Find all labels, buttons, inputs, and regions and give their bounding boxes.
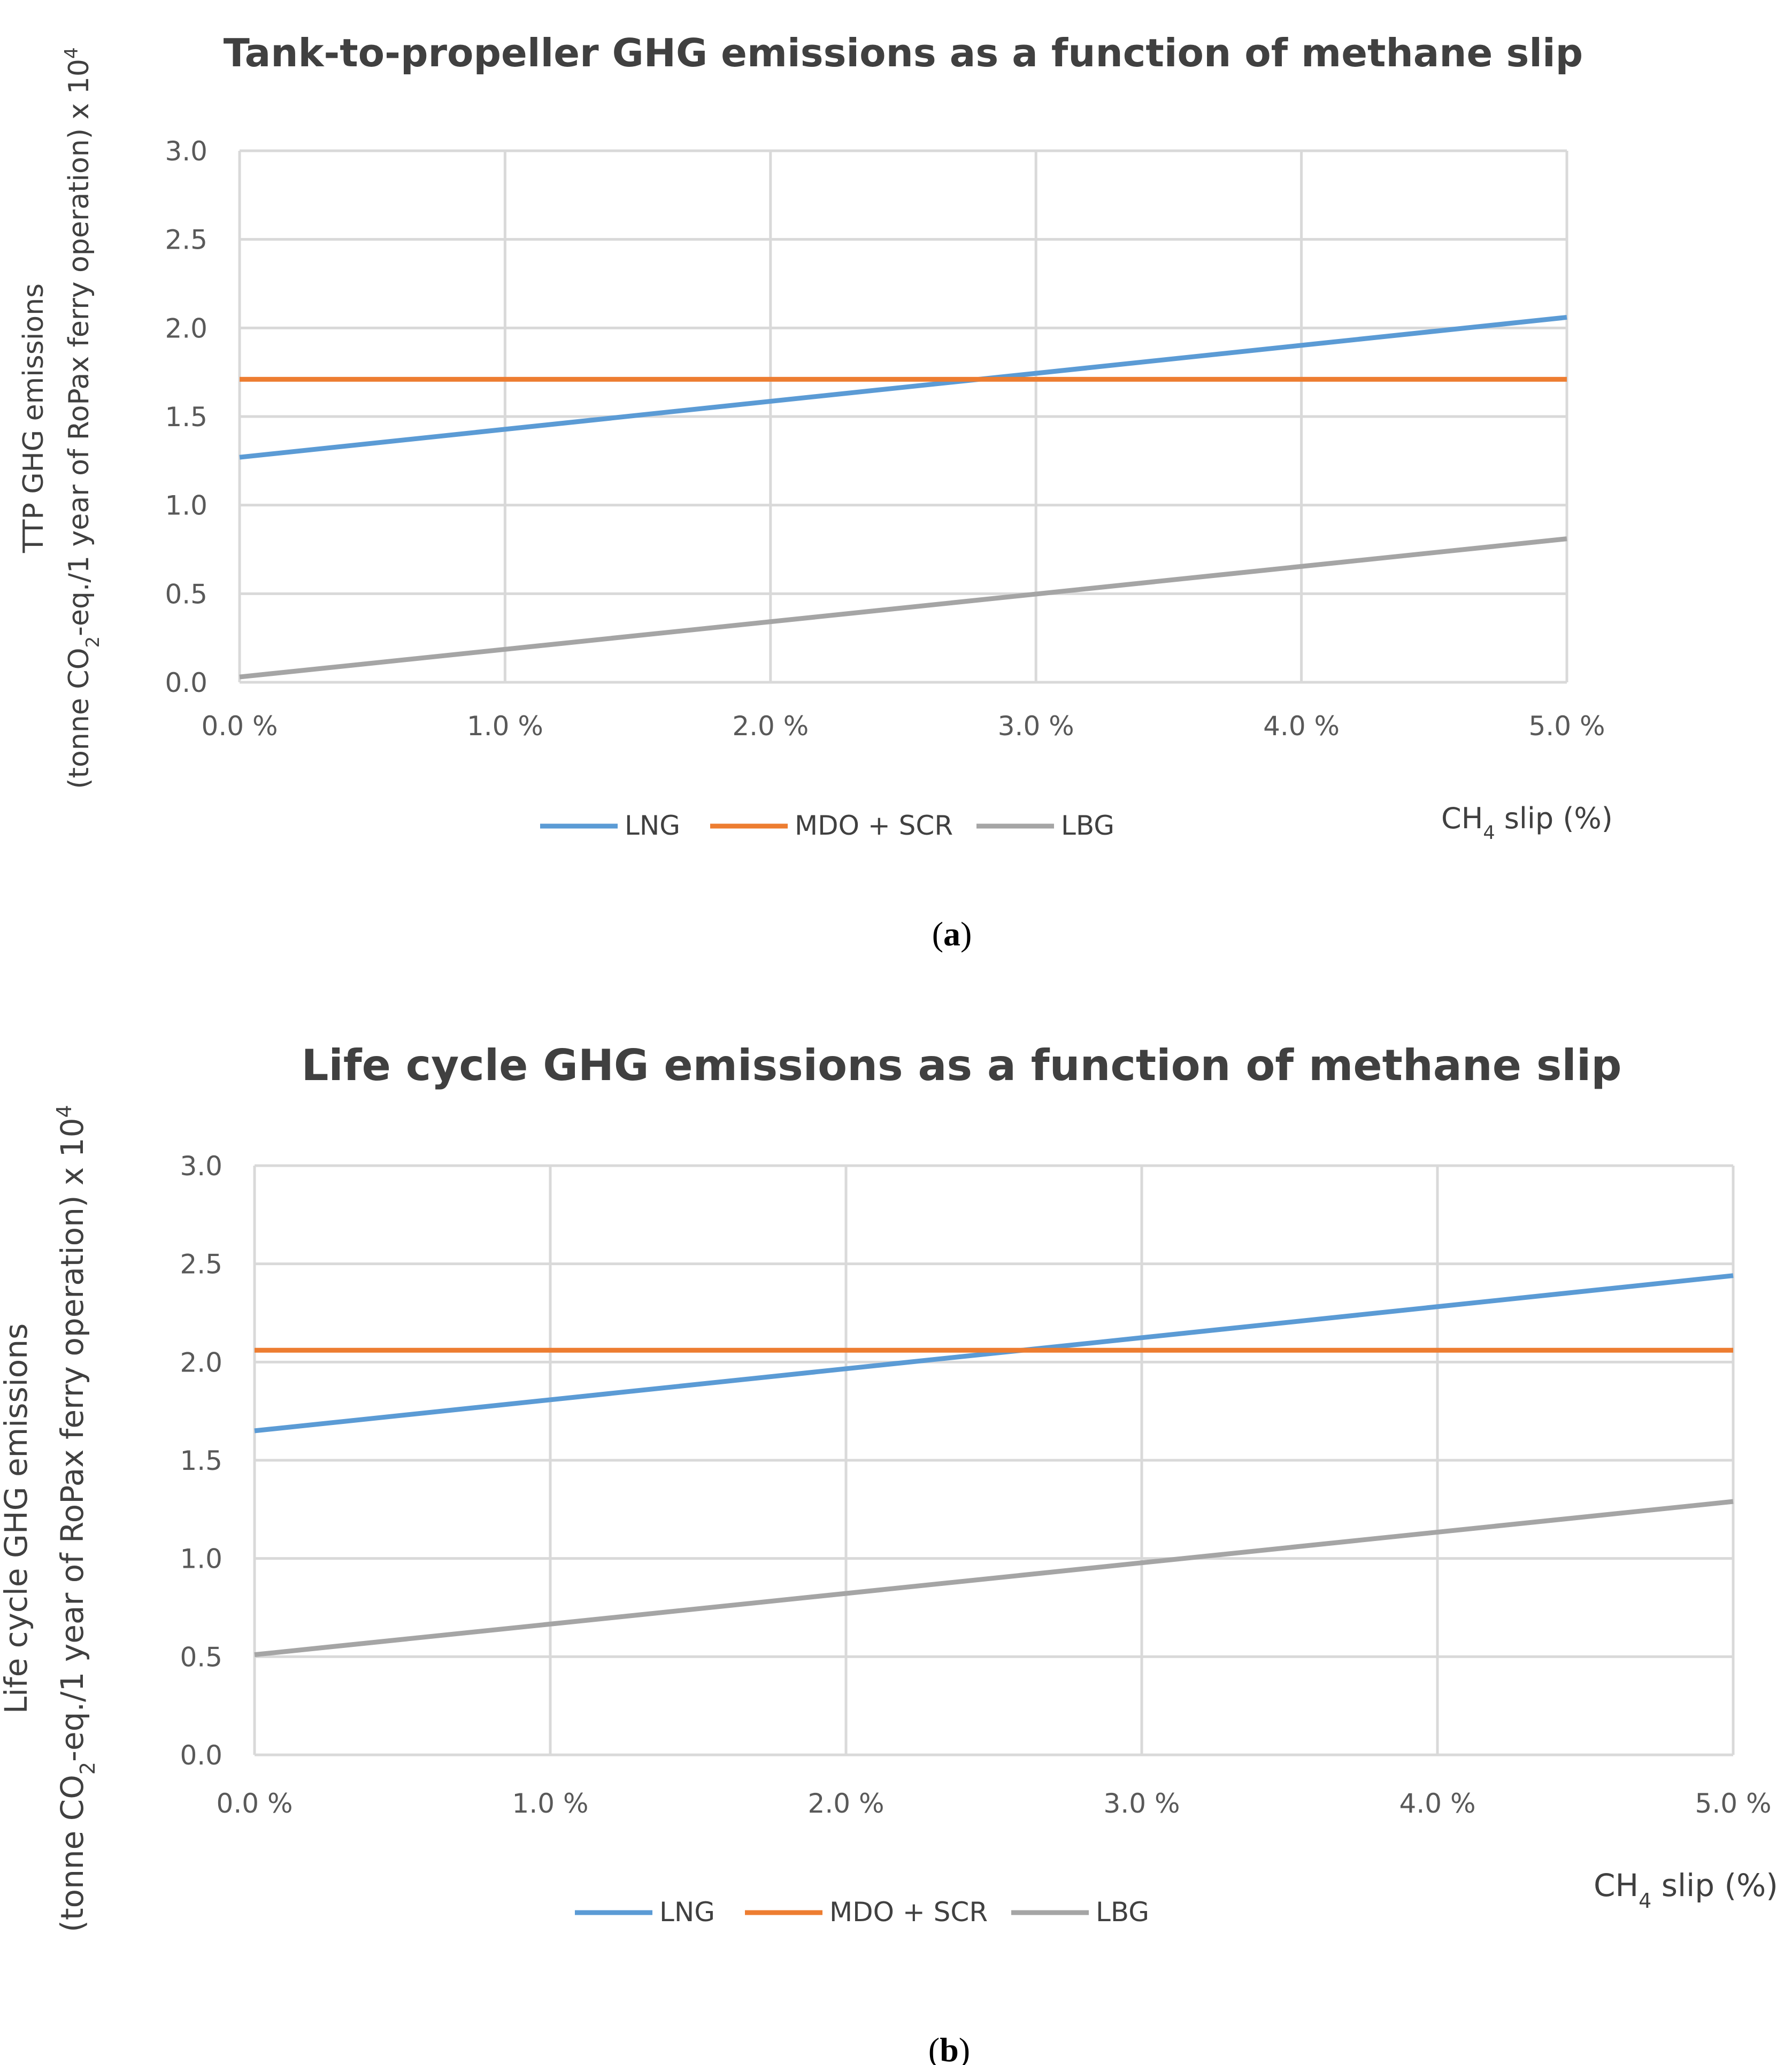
x-tick-label: 5.0 % xyxy=(1529,711,1605,742)
panel-caption: (a) xyxy=(932,915,972,953)
y-tick-label: 3.0 xyxy=(165,136,207,167)
legend-label: LNG xyxy=(659,1897,715,1928)
x-tick-label: 2.0 % xyxy=(732,711,809,742)
caption-paren: ) xyxy=(959,2031,970,2065)
y-tick-label: 1.0 xyxy=(180,1544,222,1575)
y-tick-label: 0.5 xyxy=(180,1642,222,1673)
y-axis-label-line2: (tonne CO2-eq./1 year of RoPax ferry ope… xyxy=(61,47,104,789)
y-tick-label: 2.0 xyxy=(180,1347,222,1378)
caption-paren: ( xyxy=(932,915,943,953)
y-axis-label-superscript: 4 xyxy=(52,1105,76,1118)
series-line-lbg xyxy=(239,536,1567,680)
x-axis-label-subscript: 4 xyxy=(1639,1889,1651,1913)
y-axis-label-text: (tonne CO xyxy=(63,648,95,789)
legend-label: MDO + SCR xyxy=(795,810,953,841)
y-axis-label-text: -eq./1 year of RoPax ferry operation) x … xyxy=(63,59,95,636)
y-axis-label-text: -eq./1 year of RoPax ferry operation) x … xyxy=(54,1118,90,1761)
y-tick-label: 0.0 xyxy=(180,1740,222,1771)
caption-paren: ) xyxy=(960,915,972,953)
chart-a: Tank-to-propeller GHG emissions as a fun… xyxy=(18,30,1613,953)
chart-title: Tank-to-propeller GHG emissions as a fun… xyxy=(224,30,1583,75)
y-axis-label-subscript: 2 xyxy=(76,1762,99,1775)
x-axis-label: CH4 slip (%) xyxy=(1441,802,1613,844)
y-tick-label: 2.5 xyxy=(180,1249,222,1280)
x-tick-label: 2.0 % xyxy=(808,1788,885,1819)
legend: LNG MDO + SCR LBG xyxy=(540,810,1114,841)
y-tick-label: 3.0 xyxy=(180,1151,222,1182)
y-tick-label: 1.0 xyxy=(165,490,207,521)
caption-letter: b xyxy=(940,2031,959,2065)
x-tick-label: 1.0 % xyxy=(467,711,543,742)
x-axis-label-subscript: 4 xyxy=(1483,822,1495,844)
y-axis-label-subscript: 2 xyxy=(82,636,104,648)
x-tick-label: 1.0 % xyxy=(512,1788,589,1819)
y-axis-label-text: (tonne CO xyxy=(54,1775,90,1932)
y-axis-label-superscript: 4 xyxy=(61,47,82,59)
x-tick-label: 4.0 % xyxy=(1399,1788,1476,1819)
chart-title: Life cycle GHG emissions as a function o… xyxy=(301,1041,1621,1090)
x-tick-label: 5.0 % xyxy=(1695,1788,1772,1819)
x-tick-label: 4.0 % xyxy=(1263,711,1340,742)
y-axis-label-line1: Life cycle GHG emissions xyxy=(0,1323,34,1714)
caption-paren: ( xyxy=(928,2031,940,2065)
caption-letter: a xyxy=(943,915,960,953)
chart-b: Life cycle GHG emissions as a function o… xyxy=(0,1041,1778,2065)
x-axis-label-text: slip (%) xyxy=(1651,1867,1778,1904)
legend: LNG MDO + SCR LBG xyxy=(575,1897,1149,1928)
y-tick-label: 0.0 xyxy=(165,667,207,698)
x-axis-label-text: slip (%) xyxy=(1495,802,1613,835)
panel-caption: (b) xyxy=(928,2031,970,2065)
x-axis-label-text: CH xyxy=(1594,1867,1639,1904)
y-tick-label: 1.5 xyxy=(165,402,207,433)
x-axis-label-text: CH xyxy=(1441,802,1483,835)
y-axis-label-line2: (tonne CO2-eq./1 year of RoPax ferry ope… xyxy=(52,1105,99,1932)
x-tick-label: 3.0 % xyxy=(998,711,1074,742)
series-line-lng xyxy=(239,314,1567,460)
x-tick-label: 0.0 % xyxy=(217,1788,293,1819)
y-tick-label: 2.5 xyxy=(165,225,207,256)
x-axis-label: CH4 slip (%) xyxy=(1594,1867,1778,1913)
y-tick-label: 0.5 xyxy=(165,579,207,610)
x-tick-label: 3.0 % xyxy=(1104,1788,1180,1819)
y-tick-label: 1.5 xyxy=(180,1445,222,1476)
y-axis-label-line1: TTP GHG emissions xyxy=(18,283,50,553)
series-line-lbg xyxy=(254,1499,1734,1658)
legend-label: LBG xyxy=(1061,810,1114,841)
series-line-lng xyxy=(254,1273,1734,1434)
y-tick-label: 2.0 xyxy=(165,313,207,344)
x-tick-label: 0.0 % xyxy=(202,711,278,742)
legend-label: LNG xyxy=(625,810,680,841)
legend-label: LBG xyxy=(1096,1897,1149,1928)
legend-label: MDO + SCR xyxy=(829,1897,988,1928)
